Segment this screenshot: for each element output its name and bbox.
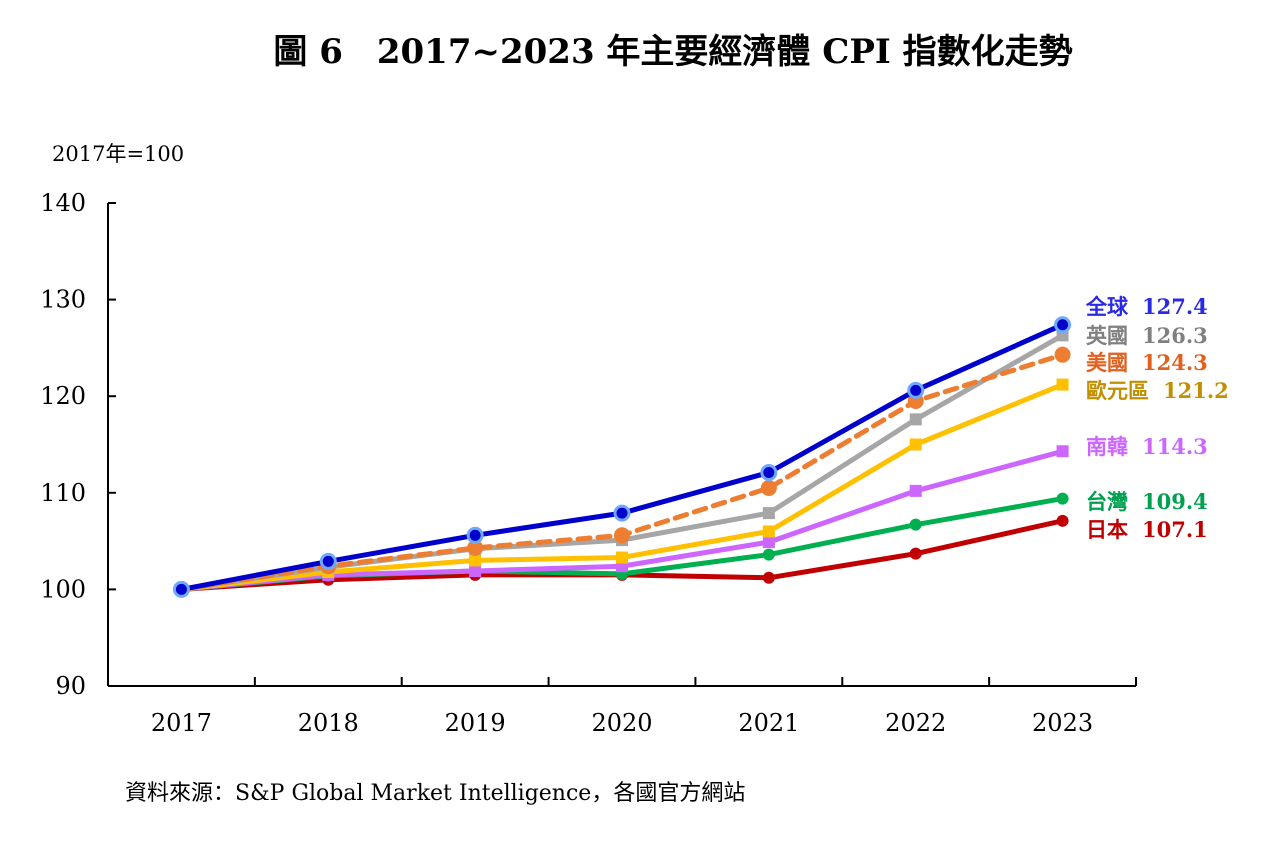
end-label-name: 英國 — [1086, 323, 1128, 348]
y-tick-label: 130 — [40, 286, 86, 314]
end-label-name: 歐元區 — [1086, 378, 1149, 403]
x-tick-label: 2021 — [738, 709, 799, 737]
data-point — [1054, 346, 1071, 363]
data-point — [613, 504, 631, 522]
x-tick-label: 2019 — [445, 709, 506, 737]
data-point — [909, 518, 922, 531]
y-tick-label: 90 — [55, 672, 86, 700]
data-point — [466, 526, 484, 544]
end-label-name: 全球 — [1085, 294, 1129, 319]
series-全球 — [172, 316, 1072, 598]
data-point — [1054, 316, 1072, 334]
end-label-value: 126.3 — [1142, 323, 1208, 348]
end-labels: 全球 127.4 英國 126.3 美國 124.3 歐元區 121.2 南韓 114.3 台灣 10… — [1085, 294, 1229, 542]
data-point — [469, 554, 482, 567]
data-point — [760, 464, 778, 482]
end-label-value: 124.3 — [1142, 350, 1208, 375]
source-note: 資料來源：S&P Global Market Intelligence，各國官方… — [125, 781, 745, 806]
data-point — [760, 479, 777, 496]
end-label-name: 美國 — [1086, 350, 1128, 375]
end-label-name: 南韓 — [1086, 434, 1128, 459]
end-label-name: 台灣 — [1086, 489, 1128, 514]
y-tick-label: 110 — [40, 479, 86, 507]
axes: 90 100 110 120 130 140 2017 2018 2019 2020 2021 202… — [40, 189, 1137, 737]
chart-title: 圖 6 2017~2023 年主要經濟體 CPI 指數化走勢 — [273, 32, 1072, 72]
end-label-value: 107.1 — [1142, 517, 1208, 542]
data-point — [762, 548, 775, 561]
series-layer — [172, 316, 1072, 598]
y-tick-label: 100 — [40, 575, 86, 603]
data-point — [907, 381, 925, 399]
data-point — [467, 539, 484, 556]
data-point — [614, 527, 630, 544]
end-label-name: 日本 — [1086, 517, 1128, 542]
end-label-value: 127.4 — [1142, 294, 1208, 319]
x-tick-label: 2022 — [885, 709, 946, 737]
x-tick-label: 2017 — [151, 709, 212, 737]
data-point — [762, 571, 775, 584]
data-point — [762, 525, 775, 538]
x-tick-label: 2023 — [1032, 709, 1093, 737]
data-point — [909, 547, 922, 560]
data-point — [172, 580, 190, 598]
x-tick-label: 2018 — [298, 709, 359, 737]
y-tick-label: 120 — [40, 382, 86, 410]
data-point — [616, 551, 628, 564]
x-tick-label: 2020 — [591, 709, 652, 737]
data-point — [1056, 514, 1069, 527]
data-point — [1056, 492, 1069, 505]
data-point — [909, 413, 922, 426]
y-tick-label: 140 — [40, 189, 86, 217]
data-point — [1056, 378, 1069, 391]
end-label-value: 109.4 — [1142, 489, 1208, 514]
data-point — [469, 565, 482, 578]
end-label-value: 114.3 — [1142, 434, 1208, 459]
data-point — [762, 536, 775, 549]
data-point — [909, 484, 922, 497]
data-point — [909, 438, 922, 451]
y-unit-label: 2017年=100 — [52, 142, 184, 166]
end-label-value: 121.2 — [1163, 378, 1229, 403]
data-point — [1056, 445, 1069, 458]
data-point — [319, 552, 337, 570]
data-point — [762, 507, 775, 520]
